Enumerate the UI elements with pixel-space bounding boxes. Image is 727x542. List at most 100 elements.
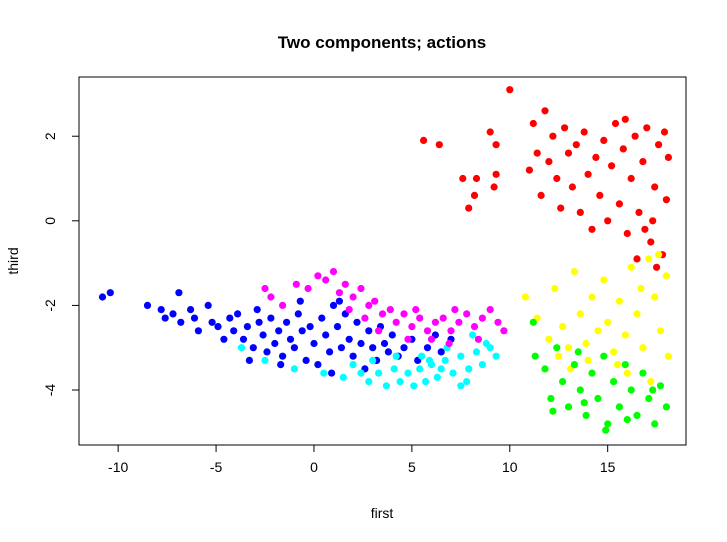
scatter-point [384,348,392,356]
scatter-point [290,344,298,352]
scatter-point [314,361,322,369]
y-tick-label: 2 [42,132,58,140]
scatter-point [296,297,304,305]
scatter-point [465,365,473,373]
scatter-point [541,107,549,115]
scatter-point [294,310,302,318]
y-axis: -4 -2 0 2 [42,132,80,396]
scatter-point [549,132,557,140]
scatter-point [345,335,353,343]
scatter-point [345,306,353,314]
scatter-point [531,352,539,360]
scatter-point [492,170,500,178]
scatter-point [627,174,635,183]
scatter-point [404,335,412,343]
scatter-point [279,352,287,360]
x-tick-label: -5 [210,459,223,475]
scatter-point [610,378,618,386]
scatter-point [656,327,665,335]
scatter-point [292,280,300,288]
scatter-point [613,361,622,369]
scatter-point [482,339,490,348]
scatter-point [492,141,500,149]
scatter-point [639,369,647,377]
scatter-point [559,323,567,331]
scatter-point [422,378,430,386]
scatter-point [365,327,373,335]
scatter-point [584,170,592,178]
scatter-point [559,378,567,386]
x-tick-label: 0 [310,459,318,475]
scatter-point [263,348,271,356]
scatter-point [478,361,486,369]
scatter-point [220,335,228,343]
scatter-point [600,352,608,360]
scatter-point [576,386,584,394]
scatter-point [564,149,573,157]
scatter-point [161,314,169,322]
scatter-point [261,284,269,293]
scatter-point [557,204,565,212]
scatter-point [416,314,424,322]
scatter-point [427,335,436,343]
scatter-point [279,301,287,309]
scatter-point [237,344,246,352]
scatter-point [472,174,481,183]
scatter-point [623,369,631,377]
scatter-point [455,318,463,326]
scatter-point [610,348,618,356]
scatter-point [267,314,275,322]
scatter-point [633,411,641,419]
scatter-point [380,339,389,348]
scatter-point [506,86,514,94]
scatter-point [555,352,563,360]
scatter-point [588,293,596,301]
scatter-point [594,327,602,335]
scatter-point [290,365,298,373]
scatter-point [259,331,267,339]
scatter-point [187,306,195,314]
scatter-point [615,403,624,411]
scatter-point [474,335,482,343]
scatter-point [635,208,643,216]
scatter-point [649,386,657,394]
scatter-point [655,141,663,149]
x-tick-label: 15 [600,459,616,475]
scatter-point [329,268,338,276]
scatter-point [106,289,114,297]
scatter-point [255,318,263,326]
scatter-point [584,356,592,364]
scatter-point [365,378,373,386]
scatter-point [298,327,306,335]
scatter-point [645,255,653,263]
scatter-point [267,293,275,301]
scatter-point [234,310,242,318]
x-tick-label: 5 [408,459,416,475]
scatter-point [621,361,629,369]
scatter-point [639,158,647,166]
scatter-point [431,318,439,326]
scatter-point [277,361,285,369]
scatter-point [369,344,377,352]
scatter-point [230,327,238,335]
scatter-point [322,276,330,284]
scatter-point [588,225,596,233]
scatter-point [633,310,641,318]
scatter-point [594,394,602,403]
scatter-point [465,204,473,212]
scatter-point [286,335,295,343]
scatter-point [457,352,465,360]
scatter-point [318,314,326,322]
scatter-point [541,365,549,373]
scatter-point [410,382,418,390]
x-tick-label: 10 [502,459,518,475]
scatter-point [655,251,663,259]
scatter-point [322,331,330,339]
scatter-point [433,373,441,381]
scatter-point [271,339,279,348]
scatter-point [365,301,373,309]
scatter-point [545,158,553,166]
scatter-point [208,318,216,326]
scatter-point [580,399,588,407]
scatter-point [627,263,635,271]
